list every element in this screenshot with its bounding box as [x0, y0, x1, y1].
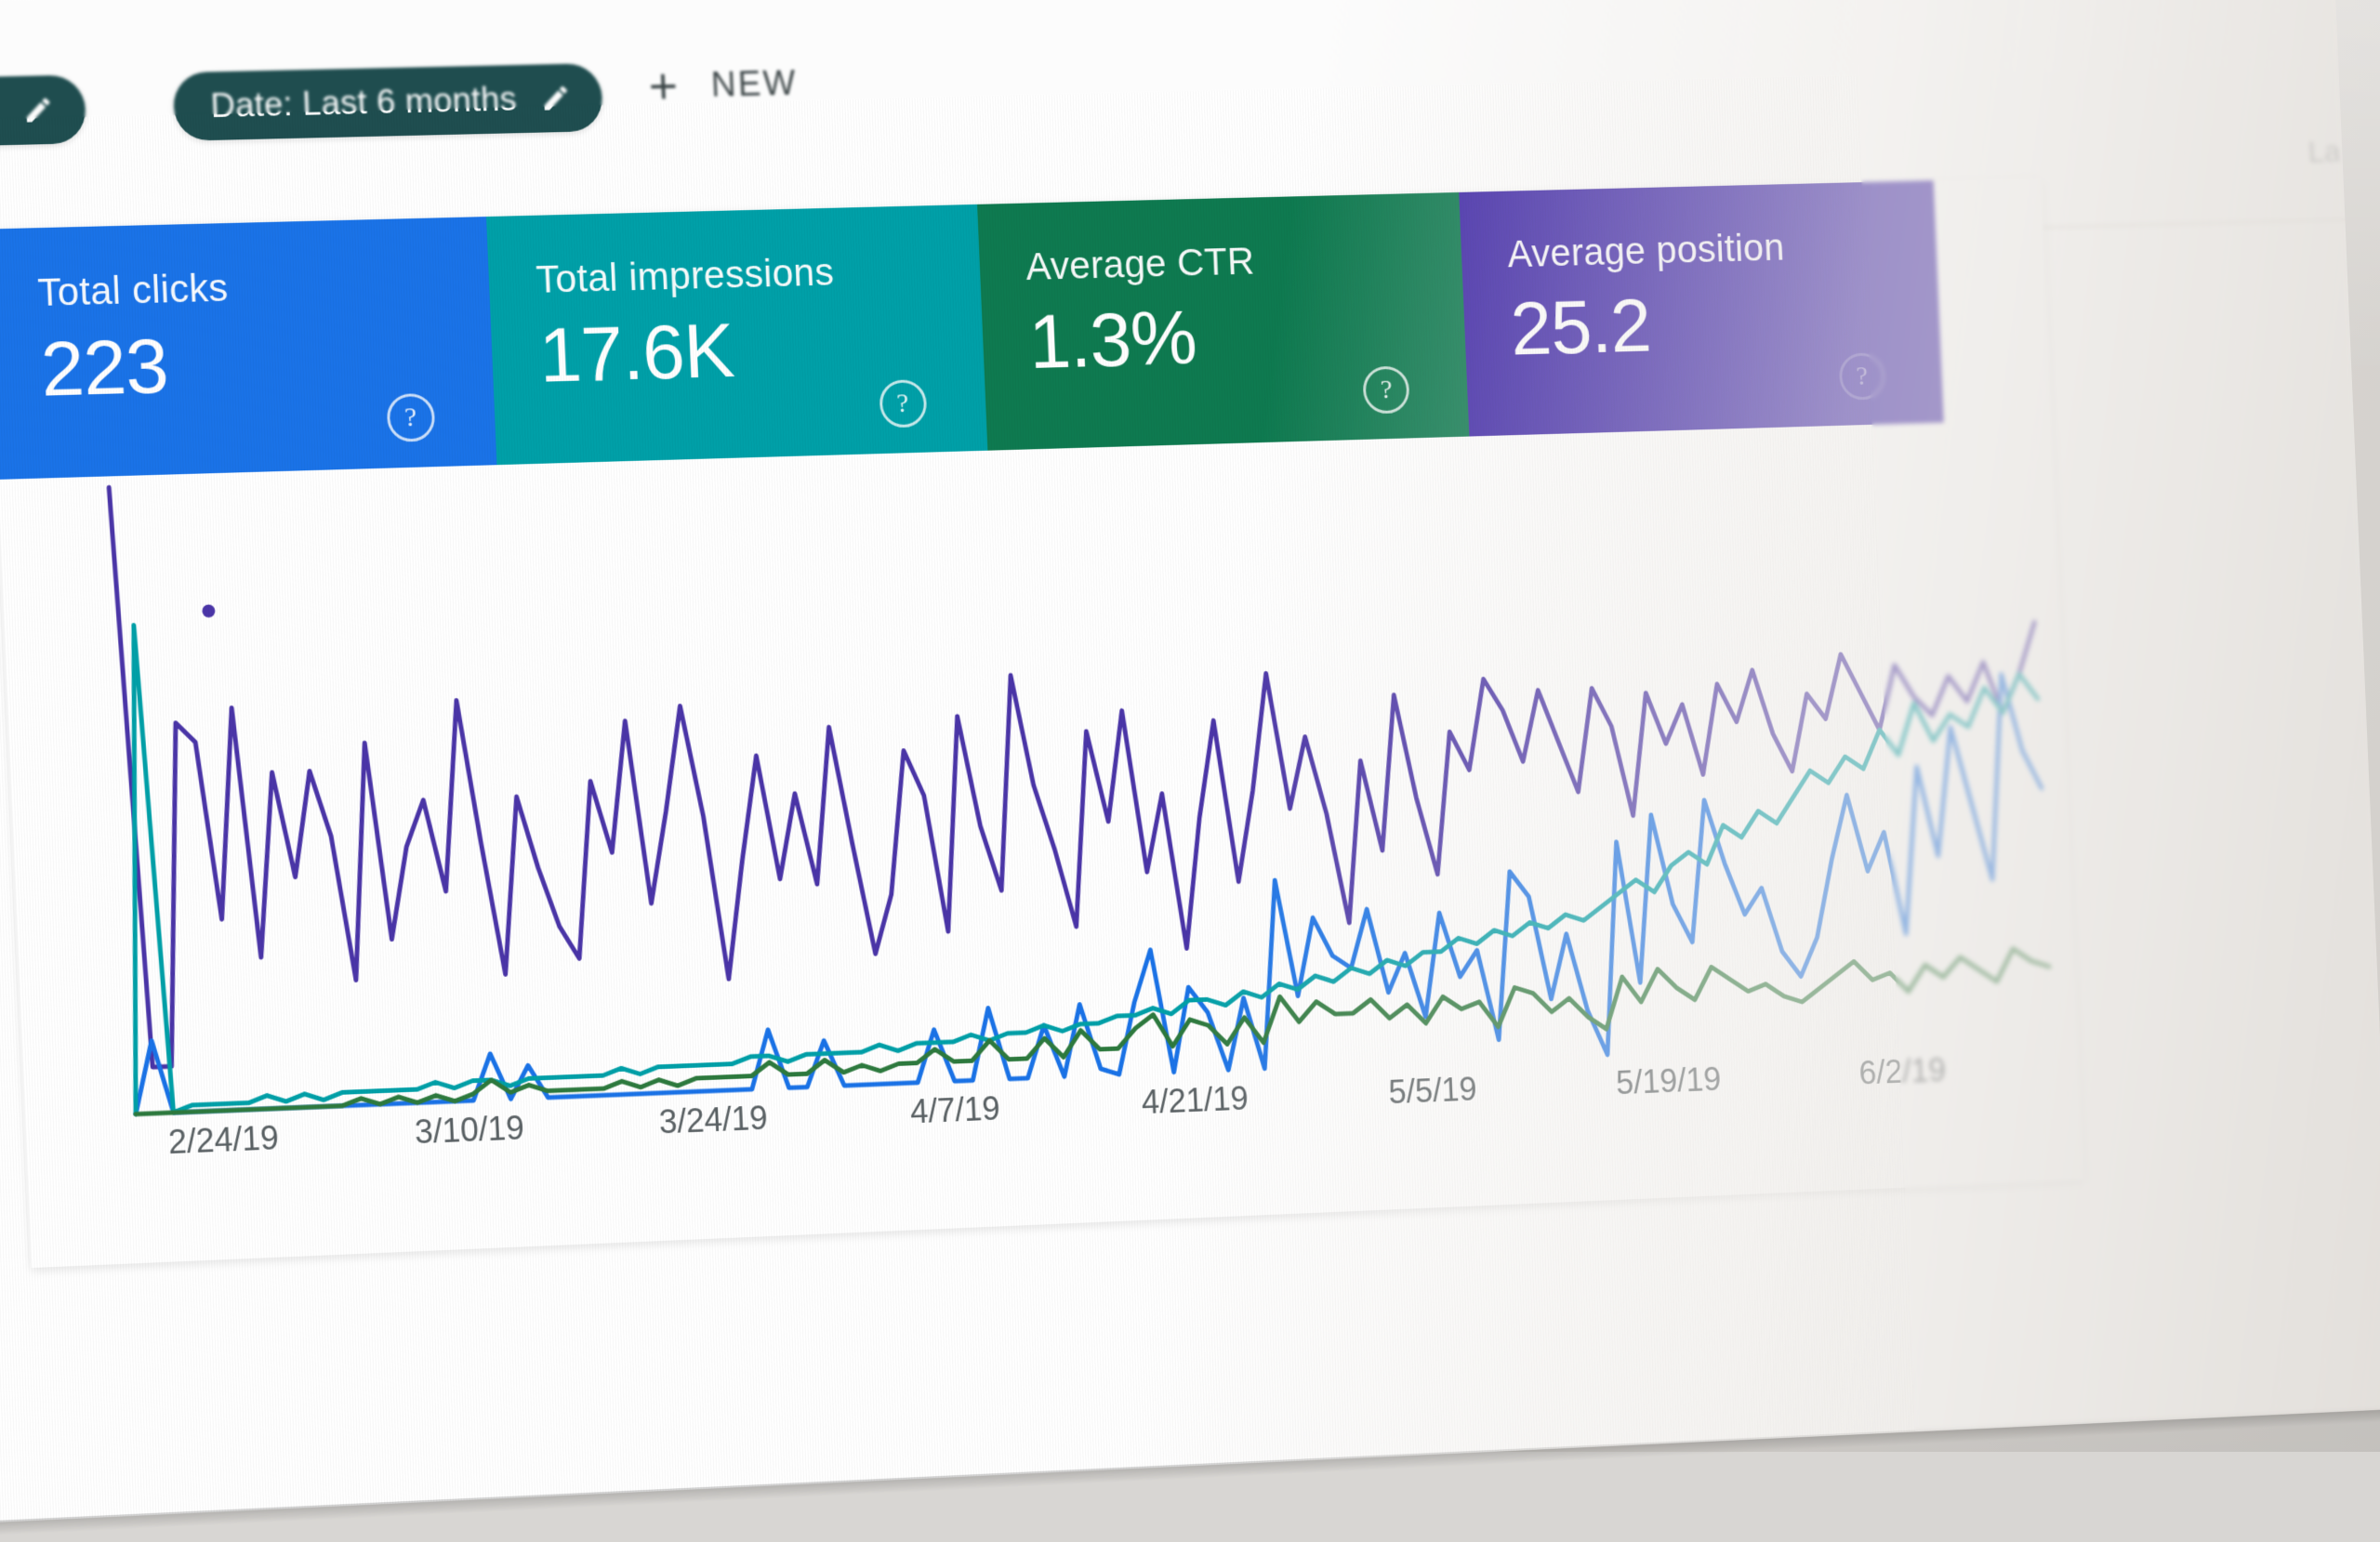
pencil-icon[interactable]	[21, 94, 54, 126]
pencil-icon[interactable]	[539, 82, 572, 113]
metric-label: Total clicks	[36, 265, 230, 314]
x-axis-tick-label: 5/19/19	[1615, 1060, 1723, 1102]
metric-tile-total-clicks[interactable]: Total clicks 223 ?	[0, 217, 497, 480]
x-axis-tick-label: 4/7/19	[909, 1089, 1001, 1131]
chart-plot-area	[0, 419, 2080, 1147]
x-axis-tick-label: 6/2/19	[1858, 1050, 1947, 1092]
metric-label: Average CTR	[1025, 239, 1256, 288]
metric-label: Total impressions	[535, 250, 835, 301]
metric-tile-total-impressions[interactable]: Total impressions 17.6K ?	[485, 204, 987, 466]
panel-bottom-shadow	[0, 1407, 2380, 1537]
help-icon[interactable]: ?	[1362, 365, 1410, 415]
metric-value: 1.3%	[1026, 294, 1198, 385]
filter-chip-date-label: Date: Last 6 months	[209, 79, 518, 125]
metric-value: 223	[39, 322, 170, 413]
help-icon[interactable]: ?	[386, 392, 436, 442]
x-axis-tick-label: 5/5/19	[1387, 1070, 1478, 1112]
filter-chip-type[interactable]: type: Web	[0, 74, 87, 151]
performance-card: Total clicks 223 ? Total impressions 17.…	[0, 178, 2084, 1269]
filter-toolbar: type: Web Date: Last 6 months NEW La	[0, 0, 2346, 284]
help-icon[interactable]: ?	[878, 379, 928, 428]
clipped-right-label: La	[2307, 134, 2340, 170]
data-point-marker	[202, 604, 216, 618]
metric-value: 17.6K	[537, 307, 735, 399]
x-axis-tick-label: 3/10/19	[414, 1108, 525, 1152]
x-axis-tick-label: 3/24/19	[658, 1099, 769, 1141]
metric-value: 25.2	[1508, 282, 1653, 372]
metric-tile-average-ctr[interactable]: Average CTR 1.3% ?	[976, 191, 1470, 451]
chart-series-line	[109, 431, 2050, 1068]
x-axis-tick-label: 4/21/19	[1141, 1079, 1250, 1121]
plus-icon	[651, 73, 676, 99]
add-new-filter-button[interactable]: NEW	[641, 62, 799, 108]
filter-chip-date[interactable]: Date: Last 6 months	[172, 62, 604, 141]
metric-label: Average position	[1506, 225, 1786, 276]
performance-chart[interactable]: 2/24/19 3/10/19 3/24/19 4/7/19 4/21/19 5/5/19…	[0, 419, 2084, 1269]
x-axis-tick-label: 2/24/19	[167, 1118, 280, 1162]
metric-tile-average-position[interactable]: Average position 25.2 ?	[1459, 180, 1944, 437]
add-new-filter-label: NEW	[709, 63, 799, 105]
help-icon[interactable]: ?	[1838, 352, 1886, 401]
